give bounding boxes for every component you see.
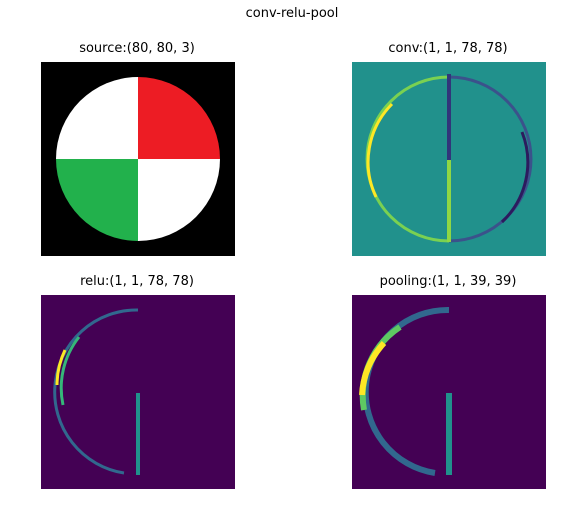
relu-panel-title: relu:(1, 1, 78, 78) <box>80 274 194 289</box>
conv-right-arc-low <box>500 131 530 224</box>
white-quadrant-top-left <box>56 77 138 159</box>
white-quadrant-bottom-right <box>138 159 220 241</box>
conv-right-arc <box>448 75 533 243</box>
pooling-vertical-line <box>446 393 452 475</box>
relu-left-arc <box>53 308 139 475</box>
conv-panel <box>352 62 546 256</box>
quartered-disc-image <box>41 62 235 256</box>
edge-response-image <box>352 62 546 256</box>
pooled-activation-image <box>352 295 546 489</box>
relu-left-arc-bright <box>59 336 81 406</box>
pooling-panel <box>352 295 546 489</box>
conv-panel-title: conv:(1, 1, 78, 78) <box>388 41 508 56</box>
source-panel-title: source:(80, 80, 3) <box>79 41 195 56</box>
pooling-left-arc-peak <box>359 340 387 396</box>
relu-vertical-line <box>136 393 140 475</box>
relu-left-arc-peak <box>55 349 67 386</box>
pooling-panel-title: pooling:(1, 1, 39, 39) <box>379 274 517 289</box>
relu-activation-image <box>41 295 235 489</box>
green-quadrant-bottom-left <box>56 159 138 241</box>
figure-title: conv-relu-pool <box>245 6 339 21</box>
relu-panel <box>41 295 235 489</box>
conv-left-arc-peak <box>366 102 394 198</box>
red-quadrant-top-right <box>138 77 220 159</box>
source-panel <box>41 62 235 256</box>
conv-vertical-line-top <box>447 74 451 160</box>
conv-vertical-line-bottom <box>447 160 451 242</box>
